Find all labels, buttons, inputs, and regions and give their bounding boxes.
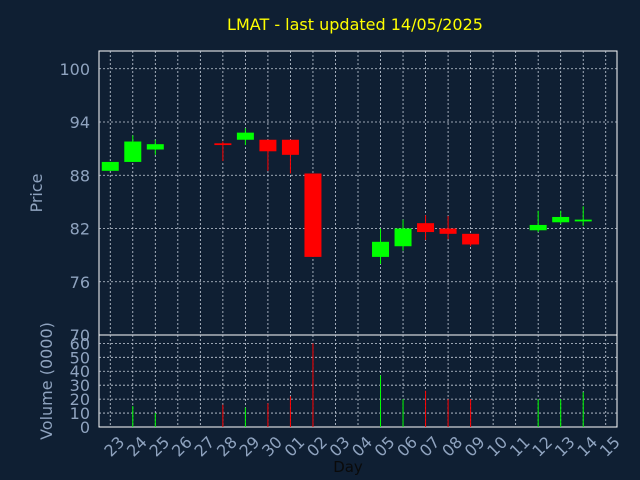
price-tick-label: 76 xyxy=(70,273,90,292)
candle-body xyxy=(304,173,322,257)
volume-axis-label: Volume (0000) xyxy=(37,322,56,440)
candle-body xyxy=(394,228,412,247)
candle-body xyxy=(462,233,480,245)
candles xyxy=(101,128,592,264)
volume-tick-label: 50 xyxy=(70,348,90,367)
volume-bars xyxy=(132,343,584,427)
candle-body xyxy=(439,228,457,234)
price-tick-label: 100 xyxy=(59,60,90,79)
candle-body xyxy=(372,241,390,257)
volume-tick-label: 10 xyxy=(70,404,90,423)
volume-tick-label: 20 xyxy=(70,390,90,409)
candle-body xyxy=(146,144,164,150)
price-tick-label: 82 xyxy=(70,220,90,239)
x-axis-ticks: 2324252627282930010203040506070809101112… xyxy=(100,433,623,461)
volume-tick-label: 40 xyxy=(70,362,90,381)
price-tick-label: 94 xyxy=(70,113,90,132)
price-tick-label: 88 xyxy=(70,166,90,185)
price-axis-label: Price xyxy=(27,173,46,212)
candle-body xyxy=(552,216,570,223)
chart-title: LMAT - last updated 14/05/2025 xyxy=(227,15,483,34)
candle-body xyxy=(214,143,232,146)
candle-body xyxy=(281,139,299,155)
x-axis-label: Day xyxy=(333,458,363,476)
candle-body xyxy=(529,224,547,231)
price-tick-label: 70 xyxy=(70,326,90,345)
price-axis-ticks: 100 94 88 82 76 70 xyxy=(59,60,90,345)
candle-body xyxy=(574,219,592,222)
volume-tick-label: 0 xyxy=(80,418,90,437)
candle-body xyxy=(236,132,254,140)
candle-body xyxy=(124,141,142,162)
candle-body xyxy=(259,139,277,152)
candle-body xyxy=(417,223,435,233)
volume-tick-label: 60 xyxy=(70,334,90,353)
candle-body xyxy=(101,161,119,171)
volume-tick-label: 30 xyxy=(70,376,90,395)
